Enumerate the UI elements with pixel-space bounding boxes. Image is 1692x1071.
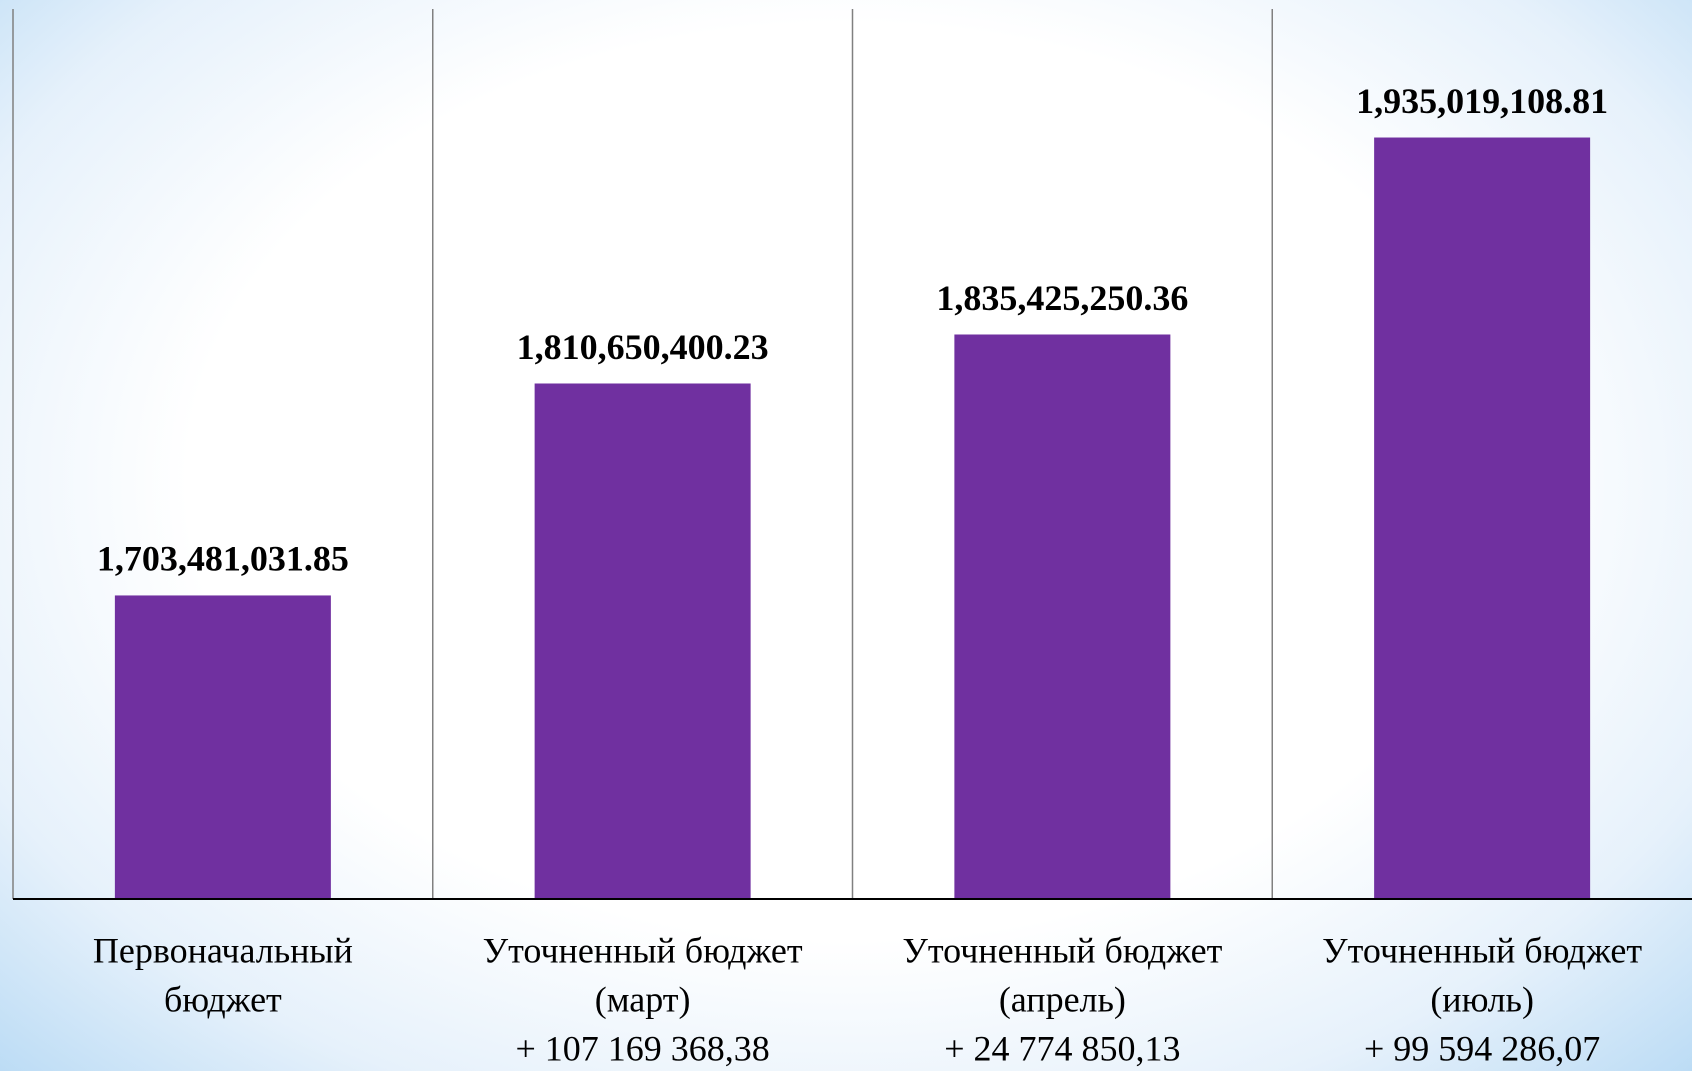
x-tick-label: + 24 774 850,13 [944,1028,1180,1068]
value-label: 1,810,650,400.23 [517,327,769,367]
x-tick-label: + 99 594 286,07 [1364,1028,1600,1068]
x-tick-label: Уточненный бюджет [483,930,803,970]
x-tick-label: (апрель) [999,979,1126,1019]
value-label: 1,835,425,250.36 [936,278,1188,318]
bar [954,334,1171,899]
value-label: 1,703,481,031.85 [97,539,349,579]
value-label: 1,935,019,108.81 [1356,81,1608,121]
x-tick-label: (март) [595,979,691,1019]
bar [534,383,751,899]
x-tick-label: + 107 169 368,38 [515,1028,769,1068]
x-tick-label: бюджет [164,979,282,1019]
x-tick-label: Уточненный бюджет [1322,930,1642,970]
bar [114,595,331,899]
x-tick-label: Первоначальный [93,930,353,970]
x-tick-label: Уточненный бюджет [902,930,1222,970]
bar [1374,137,1591,899]
x-tick-label: (июль) [1430,979,1534,1019]
